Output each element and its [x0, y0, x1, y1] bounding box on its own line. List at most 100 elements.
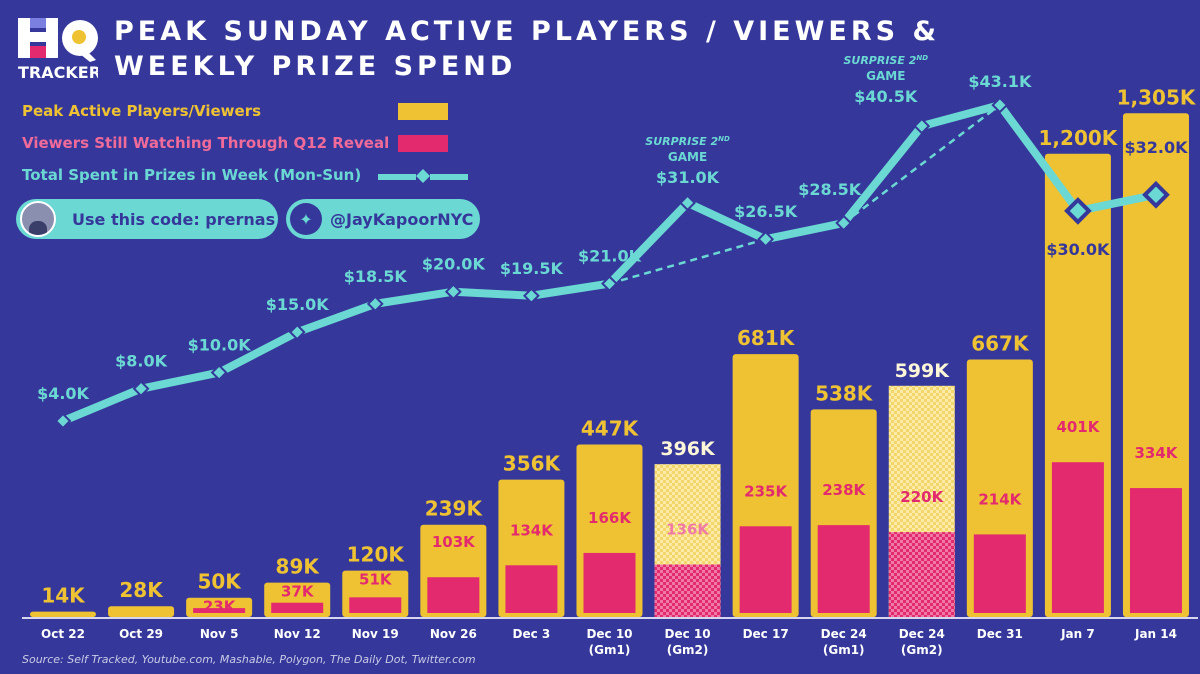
prize-line-layer: $4.0K $8.0K $10.0K $15.0K $18.5K $20.0K $19.5K… — [37, 54, 1188, 430]
prize-point-label: $26.5K — [734, 202, 798, 221]
twitter-pill[interactable]: ✦ @JayKapoorNYC — [286, 199, 480, 239]
q12-bar — [349, 597, 402, 613]
logo-subtitle: TRACKER — [18, 63, 98, 80]
q12-bar-label: 136K — [666, 521, 710, 539]
prize-point-label: $20.0K — [422, 255, 486, 274]
q12-bar — [505, 565, 558, 613]
q12-bar-label: 401K — [1056, 418, 1100, 436]
x-tick-label: Dec 3 — [513, 627, 551, 641]
q12-bar-label: 166K — [588, 509, 632, 527]
x-tick-label-sub: (Gm1) — [823, 643, 865, 657]
peak-bar-label: 681K — [737, 326, 796, 350]
legend-q12: Viewers Still Watching Through Q12 Revea… — [22, 134, 390, 152]
q12-bar-label: 23K — [203, 598, 237, 616]
peak-bar-label: 1,305K — [1117, 85, 1197, 109]
q12-bar — [1051, 462, 1104, 613]
twitter-icon: ✦ — [290, 203, 322, 235]
prize-point — [288, 323, 306, 341]
legend-q12-swatch — [398, 135, 448, 152]
peak-bar — [30, 611, 96, 617]
peak-bar-label: 89K — [276, 555, 321, 579]
x-tick-label-sub: (Gm2) — [667, 643, 709, 657]
prize-point — [523, 287, 540, 305]
q12-bar — [739, 526, 792, 613]
prize-point-label: $10.0K — [188, 336, 252, 355]
title-line-2: WEEKLY PRIZE SPEND — [114, 51, 517, 82]
q12-bar-label: 134K — [510, 521, 554, 539]
x-tick-label-sub: (Gm1) — [589, 643, 631, 657]
hq-tracker-logo: TRACKER — [16, 16, 101, 82]
x-tick-label: Dec 24 — [899, 627, 945, 641]
prize-point — [1142, 180, 1170, 209]
x-tick-label: Dec 24 — [821, 627, 867, 641]
peak-bar-label: 28K — [119, 578, 164, 602]
x-tick-label: Dec 17 — [743, 627, 789, 641]
q12-bar — [427, 577, 480, 613]
peak-bar-label: 447K — [581, 416, 640, 440]
annotation-superscript: ND — [718, 135, 730, 143]
prize-point — [132, 380, 150, 398]
annotation-surprise-line2: GAME — [668, 150, 707, 164]
prize-point — [444, 283, 462, 301]
x-tick-label: Dec 31 — [977, 627, 1023, 641]
prize-point — [1064, 197, 1092, 225]
q12-bar — [973, 534, 1026, 613]
prize-point-label: $30.0K — [1046, 240, 1110, 259]
x-tick-label: Jan 14 — [1134, 627, 1177, 641]
peak-bar-label: 14K — [41, 584, 86, 608]
prize-point-label: $40.5K — [854, 87, 918, 106]
legend-peak: Peak Active Players/Viewers — [22, 102, 262, 120]
x-tick-label: Nov 12 — [274, 627, 321, 641]
legend-prize: Total Spent in Prizes in Week (Mon-Sun) — [22, 166, 362, 184]
legend-prize-line-icon — [378, 169, 468, 183]
prize-point — [913, 117, 931, 135]
title-line-1: PEAK SUNDAY ACTIVE PLAYERS / VIEWERS & — [114, 16, 940, 47]
prize-point — [679, 194, 696, 212]
q12-bar — [654, 564, 721, 617]
prize-point-label: $4.0K — [37, 384, 89, 403]
peak-bar-label: 1,200K — [1039, 126, 1119, 150]
avatar — [20, 201, 56, 237]
x-axis-labels: Oct 22 Oct 29 Nov 5 Nov 12 Nov 19 Nov 26 Dec 3… — [41, 627, 1177, 657]
prize-point — [991, 96, 1009, 114]
prize-point — [54, 412, 72, 430]
promo-code-text: Use this code: prernas — [72, 209, 276, 229]
peak-bar — [108, 606, 175, 617]
q12-bar-label: 214K — [978, 490, 1022, 508]
prize-point — [366, 295, 384, 313]
q12-bar-label: 334K — [1135, 444, 1179, 462]
q12-bar — [1129, 488, 1182, 613]
prize-point-label: $32.0K — [1124, 138, 1188, 157]
prize-point-label: $8.0K — [115, 352, 167, 371]
prize-point-label: $31.0K — [656, 168, 720, 187]
x-tick-label: Oct 29 — [119, 627, 163, 641]
x-tick-label-sub: (Gm2) — [901, 643, 943, 657]
legend-peak-swatch — [398, 103, 448, 120]
q12-bar — [888, 532, 955, 617]
prize-point-label: $19.5K — [500, 259, 564, 278]
peak-bar-label: 120K — [347, 543, 406, 567]
twitter-handle: @JayKapoorNYC — [330, 209, 474, 229]
peak-bar-label: 396K — [660, 438, 716, 460]
q12-bar-label: 220K — [900, 488, 944, 506]
prize-point — [601, 275, 618, 293]
promo-code-pill[interactable]: Use this code: prernas — [16, 199, 278, 239]
prize-point — [757, 230, 775, 248]
source-note: Source: Self Tracked, Youtube.com, Masha… — [22, 653, 476, 666]
prize-point-label: $21.0K — [578, 247, 642, 266]
annotation-surprise-line1: SURPRISE 2ND — [843, 54, 928, 67]
prize-point — [835, 214, 853, 232]
q12-bar-label: 37K — [281, 583, 315, 601]
prize-dashed-line — [842, 104, 1001, 225]
annotation-surprise-line1: SURPRISE 2ND — [645, 135, 730, 148]
x-tick-label: Nov 19 — [352, 627, 399, 641]
q12-bar — [583, 552, 636, 613]
prize-point-label: $18.5K — [344, 267, 408, 286]
annotation-surprise-line2: GAME — [866, 69, 905, 83]
prize-point-label: $28.5K — [798, 180, 862, 199]
prize-point — [210, 364, 228, 381]
prize-dashed-line — [609, 237, 766, 285]
peak-bar-label: 239K — [425, 497, 484, 521]
x-tick-label: Dec 10 — [665, 627, 711, 641]
